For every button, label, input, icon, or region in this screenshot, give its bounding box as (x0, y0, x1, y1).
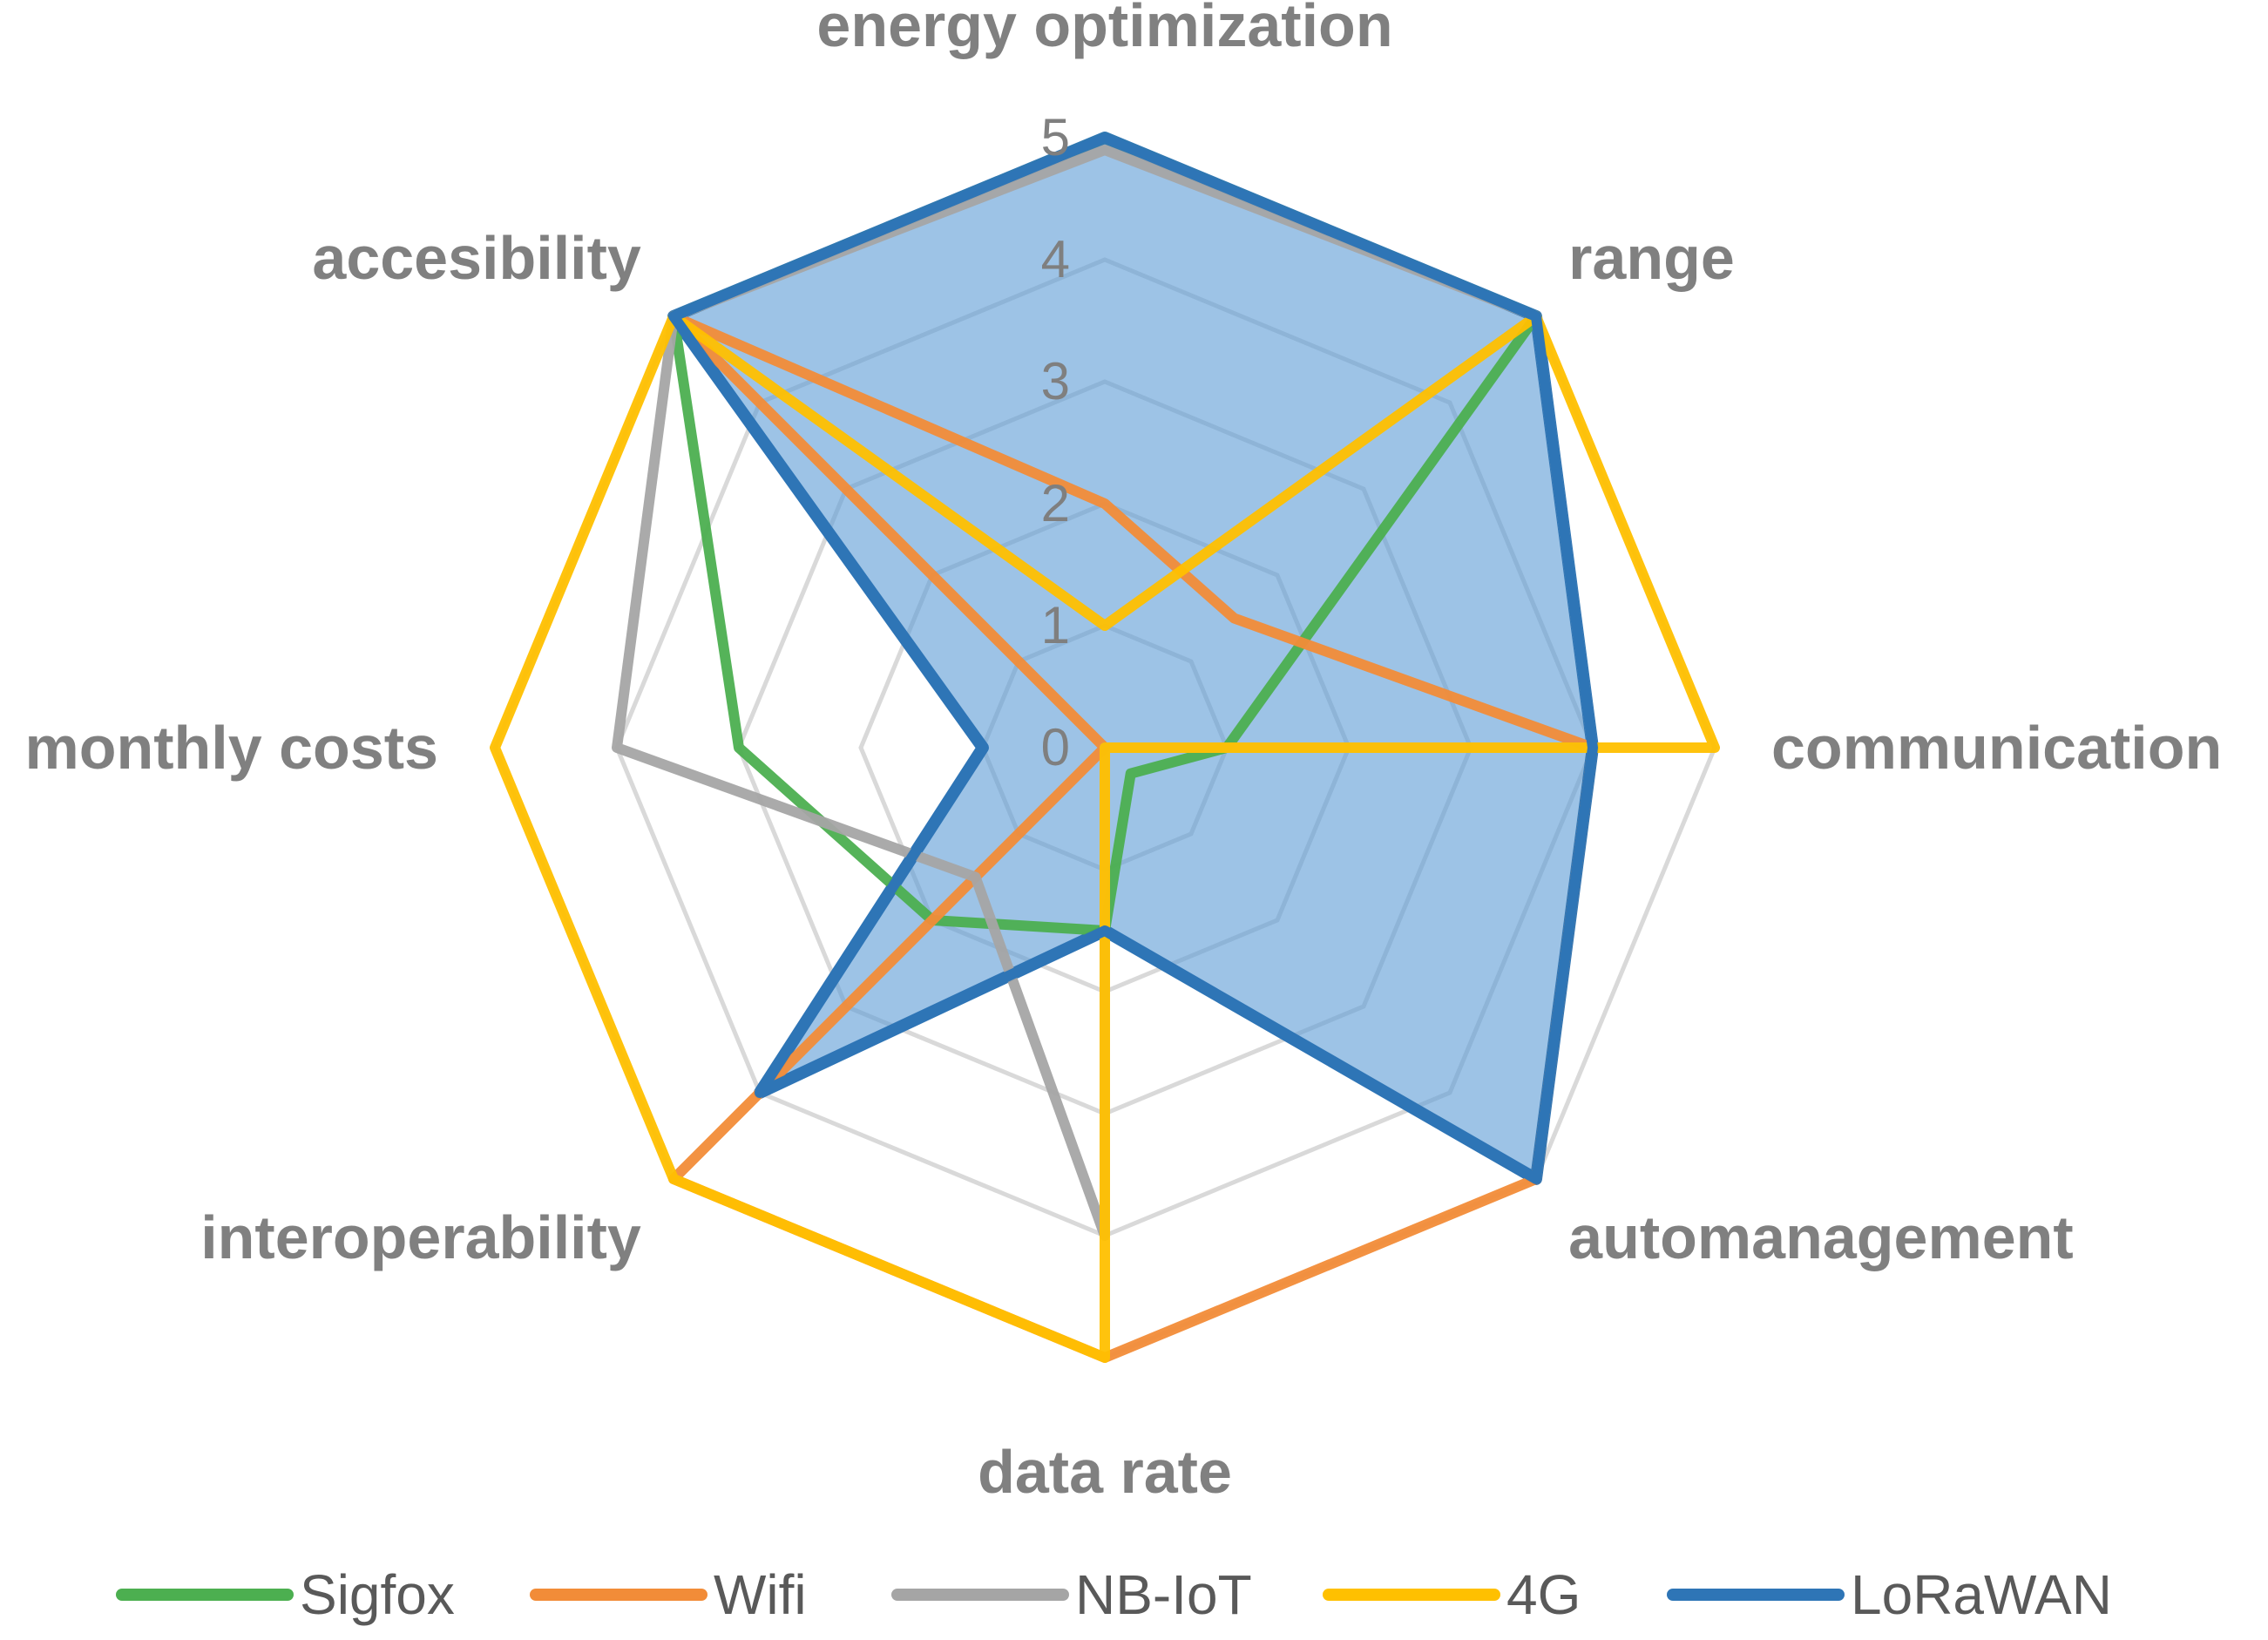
series-outline-lorawan (668, 132, 1598, 1184)
tick-label-3: 3 (1041, 352, 1070, 410)
axis-labels: energy optimization range communication aut… (24, 0, 2222, 1506)
series-line-4g (490, 311, 1720, 1363)
tick-label-1: 1 (1041, 596, 1070, 654)
legend-label-4g: 4G (1506, 1563, 1581, 1626)
legend-label-sigfox: Sigfox (300, 1563, 455, 1626)
axis-label-automanagement: automanagement (1568, 1203, 2074, 1271)
tick-label-2: 2 (1041, 474, 1070, 532)
axis-label-interoperability: interoperability (200, 1203, 641, 1271)
radial-tick-labels: 0 1 2 3 4 5 (1041, 108, 1070, 776)
tick-label-0: 0 (1041, 718, 1070, 776)
axis-label-monthly-costs: monthly costs (24, 714, 438, 782)
tick-label-4: 4 (1041, 230, 1070, 288)
tick-label-5: 5 (1041, 108, 1070, 166)
axis-label-energy-optimization: energy optimization (816, 0, 1392, 59)
axis-label-data-rate: data rate (978, 1438, 1232, 1506)
legend-label-lorawan: LoRaWAN (1851, 1563, 2112, 1626)
axis-label-accesibility: accesibility (312, 224, 641, 292)
legend-label-nb-iot: NB-IoT (1075, 1563, 1252, 1626)
axis-label-range: range (1568, 224, 1735, 292)
radar-series (490, 132, 1720, 1363)
legend: Sigfox Wifi NB-IoT 4G LoRaWAN (116, 1563, 2112, 1626)
legend-label-wifi: Wifi (714, 1563, 807, 1626)
axis-label-communication: communication (1771, 714, 2222, 782)
series-area-lorawan (667, 132, 1599, 1185)
